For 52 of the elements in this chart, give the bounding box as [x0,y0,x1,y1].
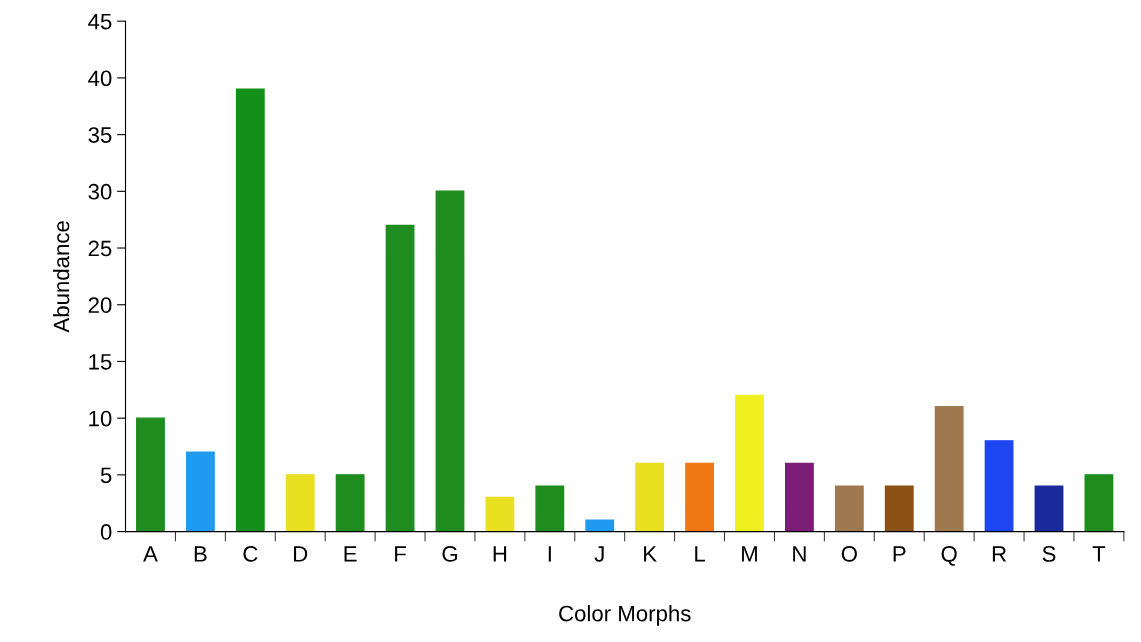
x-tick-label: H [493,546,507,562]
bar [735,394,764,532]
x-tick-label: Q [941,546,957,566]
y-tick-label: 40 [88,70,112,87]
x-tick-label: E [344,546,357,562]
x-tick-label: N [793,546,806,562]
bar [1034,485,1064,532]
bar [335,474,365,532]
x-tick-label: T [1092,546,1106,562]
y-axis-title: Abundance [53,221,70,333]
bar [934,406,964,532]
x-tick-label: M [742,546,757,562]
x-tick-label: L [695,546,706,562]
bar [185,451,215,532]
bar [235,88,265,532]
bar [984,440,1014,532]
x-tick-label: S [1042,546,1056,562]
bar [136,417,165,532]
x-tick-label: B [194,546,207,562]
y-tick-label: 20 [88,297,112,314]
y-tick-label: 30 [88,183,112,200]
bar [285,474,315,532]
x-tick-label: C [243,546,258,562]
bar [385,224,415,532]
y-tick-label: 5 [100,467,112,484]
x-tick-label: A [143,546,158,562]
bar [535,485,565,532]
x-tick-label: R [992,546,1007,562]
bar [485,496,515,532]
bar [784,462,814,532]
bar [435,190,465,532]
y-tick-label: 25 [88,240,112,257]
x-tick-label: O [841,546,857,562]
bar [585,519,615,532]
x-tick-label: J [594,546,604,562]
y-tick-label: 35 [88,127,112,143]
bar [635,462,665,532]
bar [884,485,914,532]
y-tick-label: 15 [89,354,112,370]
y-tick-label: 0 [100,524,112,540]
x-tick-label: G [442,546,457,562]
x-axis-title: Color Morphs [559,605,691,626]
x-tick-label: P [893,546,906,562]
y-tick-label: 45 [88,13,112,30]
x-tick-label: F [395,546,406,562]
x-tick-label: D [294,546,308,562]
x-tick-label: K [644,546,657,562]
bar [834,485,864,532]
bar [1084,474,1114,532]
y-tick-label: 10 [89,410,112,427]
x-tick-label: I [548,546,551,562]
bar [685,462,714,532]
